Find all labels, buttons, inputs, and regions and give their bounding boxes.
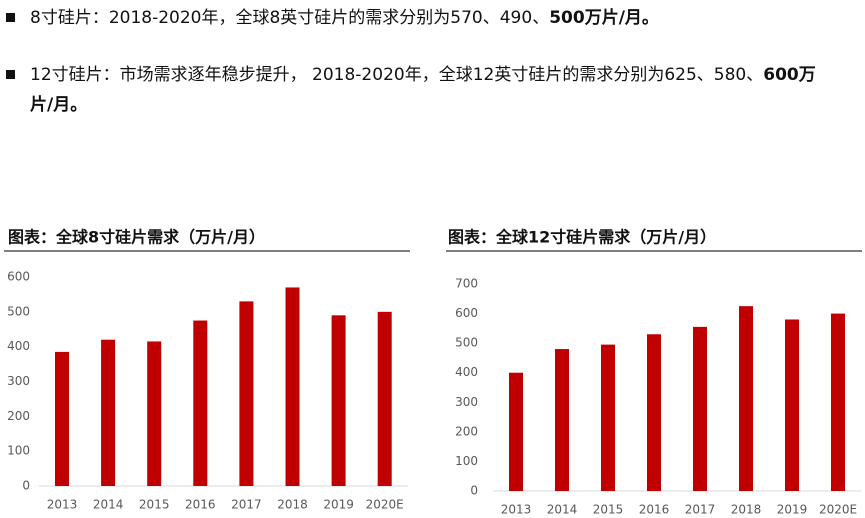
bar bbox=[285, 287, 300, 486]
x-tick-label: 2016 bbox=[185, 498, 216, 512]
y-tick-label: 600 bbox=[455, 306, 478, 320]
bar bbox=[785, 319, 799, 491]
bullet-text: 12寸硅片：市场需求逐年稳步提升， 2018-2020年，全球12英寸硅片的需求… bbox=[30, 60, 835, 120]
x-tick-label: 2015 bbox=[139, 498, 170, 512]
bar bbox=[193, 320, 208, 486]
y-tick-label: 300 bbox=[455, 395, 478, 409]
bar bbox=[377, 311, 392, 486]
x-tick-label: 2013 bbox=[47, 498, 78, 512]
text: 8寸硅片：2018-2020年，全球8英寸硅片的需求分别为570、490、 bbox=[30, 8, 550, 28]
y-tick-label: 500 bbox=[7, 304, 30, 318]
y-tick-label: 400 bbox=[455, 365, 478, 379]
y-tick-label: 500 bbox=[455, 336, 478, 350]
x-tick-label: 2013 bbox=[501, 503, 532, 517]
x-tick-label: 2019 bbox=[323, 498, 354, 512]
x-tick-label: 2017 bbox=[231, 498, 262, 512]
y-tick-label: 300 bbox=[7, 374, 30, 388]
bar bbox=[601, 344, 615, 491]
bar bbox=[693, 326, 707, 491]
bar bbox=[647, 334, 661, 491]
bar bbox=[147, 341, 162, 486]
x-tick-label: 2015 bbox=[593, 503, 624, 517]
x-tick-label: 2018 bbox=[731, 503, 762, 517]
y-tick-label: 200 bbox=[455, 424, 478, 438]
bar bbox=[101, 339, 116, 486]
bullet-text: 8寸硅片：2018-2020年，全球8英寸硅片的需求分别为570、490、500… bbox=[30, 3, 830, 33]
bold-text: 600万片/月。 bbox=[30, 65, 816, 115]
bar bbox=[555, 349, 569, 491]
y-tick-label: 200 bbox=[7, 409, 30, 423]
bar bbox=[331, 315, 346, 486]
y-tick-label: 700 bbox=[455, 277, 478, 291]
y-tick-label: 0 bbox=[22, 479, 30, 493]
y-tick-label: 100 bbox=[455, 454, 478, 468]
x-tick-label: 2016 bbox=[639, 503, 670, 517]
bar bbox=[739, 306, 753, 491]
chart-title: 图表：全球12寸硅片需求（万片/月） bbox=[448, 228, 716, 247]
x-tick-label: 2020E bbox=[366, 498, 404, 512]
bar bbox=[509, 372, 523, 491]
y-tick-label: 400 bbox=[7, 339, 30, 353]
x-tick-label: 2014 bbox=[547, 503, 578, 517]
bold-text: 500万片/月。 bbox=[549, 8, 659, 28]
bullet-icon bbox=[6, 70, 15, 79]
chart-title: 图表：全球8寸硅片需求（万片/月） bbox=[8, 228, 265, 247]
bar bbox=[239, 301, 254, 486]
y-tick-label: 100 bbox=[7, 444, 30, 458]
bar bbox=[831, 313, 845, 491]
x-tick-label: 2019 bbox=[777, 503, 808, 517]
x-tick-label: 2020E bbox=[819, 503, 857, 517]
bar bbox=[55, 351, 69, 486]
x-tick-label: 2014 bbox=[93, 498, 124, 512]
y-tick-label: 0 bbox=[470, 484, 478, 498]
y-tick-label: 600 bbox=[7, 270, 30, 284]
bullet-icon bbox=[6, 13, 15, 22]
x-tick-label: 2018 bbox=[277, 498, 308, 512]
text: 12寸硅片：市场需求逐年稳步提升， 2018-2020年，全球12英寸硅片的需求… bbox=[30, 65, 764, 85]
x-tick-label: 2017 bbox=[685, 503, 716, 517]
